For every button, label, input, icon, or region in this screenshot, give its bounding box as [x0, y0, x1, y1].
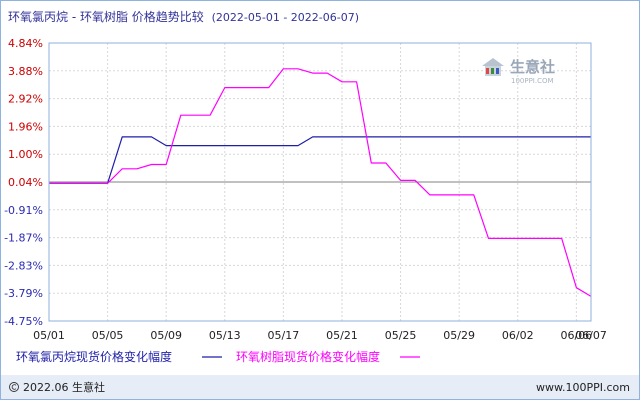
footer-bar	[1, 375, 639, 399]
x-tick-label: 06/06	[560, 329, 592, 342]
watermark-brand-name: 生意社	[510, 58, 555, 76]
copyright-icon	[9, 382, 19, 392]
y-tick-label: 2.92%	[8, 93, 43, 106]
y-tick-label: -4.75%	[4, 315, 43, 328]
x-tick-label: 05/25	[385, 329, 417, 342]
y-tick-label: 3.88%	[8, 65, 43, 78]
footer-copyright-text: 2022.06 生意社	[23, 380, 105, 394]
chart-legend: 环氧氯丙烷现货价格变化幅度 环氧树脂现货价格变化幅度	[16, 349, 420, 364]
brand-watermark: 生意社 100PPI.COM	[482, 58, 555, 85]
y-tick-label: 1.00%	[8, 148, 43, 161]
legend-item-series-2: 环氧树脂现货价格变化幅度	[236, 349, 420, 364]
x-tick-label: 06/02	[502, 329, 534, 342]
x-tick-label: 06/07	[575, 329, 607, 342]
y-tick-label: 4.84%	[8, 37, 43, 50]
y-axis-tick-labels: 4.84% 3.88% 2.92% 1.96% 1.00% 0.04% -0.91% -1.8…	[4, 37, 43, 328]
series-lines	[49, 68, 592, 297]
y-tick-label: -2.83%	[4, 259, 43, 272]
footer-site-link[interactable]: www.100PPI.com	[536, 381, 630, 394]
y-tick-label: 1.96%	[8, 120, 43, 133]
plot-border	[48, 42, 592, 322]
x-tick-label: 05/17	[268, 329, 300, 342]
house-logo-icon	[482, 58, 504, 76]
grid-lines	[49, 43, 591, 321]
x-tick-label: 05/21	[326, 329, 358, 342]
x-tick-label: 05/01	[33, 329, 65, 342]
series-line-2	[49, 68, 592, 297]
x-tick-label: 05/29	[443, 329, 475, 342]
y-tick-label: -3.79%	[4, 287, 43, 300]
y-tick-label: 0.04%	[8, 176, 43, 189]
chart-date-range: (2022-05-01 - 2022-06-07)	[212, 11, 359, 24]
series-line-1	[49, 136, 591, 184]
chart-title: 环氧氯丙烷 - 环氧树脂 价格趋势比较	[8, 9, 204, 24]
y-tick-label: -0.91%	[4, 204, 43, 217]
watermark-brand-url: 100PPI.COM	[511, 77, 554, 85]
chart-title-line: 环氧氯丙烷 - 环氧树脂 价格趋势比较 (2022-05-01 - 2022-0…	[8, 9, 359, 24]
legend-label: 环氧氯丙烷现货价格变化幅度	[16, 349, 172, 364]
x-tick-label: 05/13	[209, 329, 241, 342]
legend-label: 环氧树脂现货价格变化幅度	[236, 349, 380, 364]
x-tick-label: 05/05	[92, 329, 124, 342]
x-tick-label: 05/09	[150, 329, 182, 342]
legend-item-series-1: 环氧氯丙烷现货价格变化幅度	[16, 349, 222, 364]
y-tick-label: -1.87%	[4, 232, 43, 245]
x-axis-tick-labels: 05/01 05/05 05/09 05/13 05/17 05/21 05/25 05/29…	[33, 329, 607, 342]
